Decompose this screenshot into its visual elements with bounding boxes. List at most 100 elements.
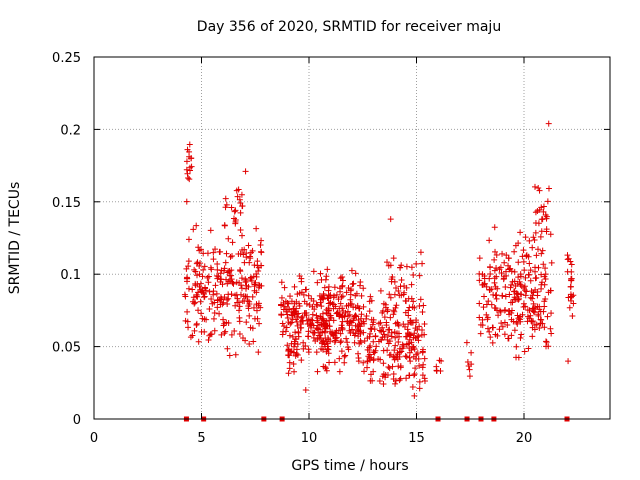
data-point	[284, 342, 291, 349]
data-point	[567, 291, 574, 298]
data-point	[228, 272, 235, 279]
data-point	[300, 339, 307, 346]
data-point	[198, 310, 205, 317]
data-point	[304, 317, 311, 324]
data-point	[355, 358, 362, 365]
data-point	[218, 267, 225, 274]
data-point	[360, 329, 367, 336]
data-point	[476, 277, 483, 284]
data-point	[313, 349, 320, 356]
data-point	[257, 242, 264, 249]
data-point	[408, 281, 415, 288]
data-point	[344, 339, 351, 346]
data-point	[371, 326, 378, 333]
data-point	[395, 363, 402, 370]
data-point	[338, 294, 345, 301]
data-point	[530, 289, 537, 296]
data-point	[206, 305, 213, 312]
data-point	[210, 315, 217, 322]
data-point	[403, 298, 410, 305]
data-point	[295, 329, 302, 336]
data-point	[223, 276, 230, 283]
data-point	[393, 302, 400, 309]
data-point	[547, 325, 554, 332]
data-point	[294, 322, 301, 329]
data-point	[296, 273, 303, 280]
data-point	[321, 323, 328, 330]
x-tick-label: 0	[90, 431, 98, 446]
data-point	[332, 337, 339, 344]
data-point	[291, 368, 298, 375]
data-point	[339, 282, 346, 289]
data-point	[245, 305, 252, 312]
data-point	[394, 319, 401, 326]
data-point	[326, 323, 333, 330]
data-point	[538, 228, 545, 235]
data-point	[284, 311, 291, 318]
data-point	[216, 248, 223, 255]
data-point	[401, 289, 408, 296]
data-point	[392, 284, 399, 291]
data-point	[537, 233, 544, 240]
data-point	[234, 193, 241, 200]
data-point	[384, 336, 391, 343]
data-point	[280, 323, 287, 330]
data-point	[417, 249, 424, 256]
data-point	[364, 346, 371, 353]
data-point	[407, 358, 414, 365]
data-point	[386, 352, 393, 359]
data-point	[302, 387, 309, 394]
data-point	[419, 364, 426, 371]
data-point	[397, 264, 404, 271]
data-point	[481, 293, 488, 300]
data-point	[372, 333, 379, 340]
data-point	[337, 288, 344, 295]
data-point	[404, 326, 411, 333]
data-point	[360, 303, 367, 310]
data-point	[198, 328, 205, 335]
data-point	[228, 204, 235, 211]
data-point	[408, 264, 415, 271]
data-point	[502, 268, 509, 275]
data-point	[406, 372, 413, 379]
data-point	[325, 307, 332, 314]
data-point	[331, 359, 338, 366]
data-point	[463, 339, 470, 346]
data-point	[239, 203, 246, 210]
data-point	[503, 252, 510, 259]
data-point	[376, 378, 383, 385]
data-point	[493, 252, 500, 259]
data-point	[517, 229, 524, 236]
data-point	[385, 326, 392, 333]
data-point	[515, 274, 522, 281]
data-point	[540, 203, 547, 210]
data-point	[402, 309, 409, 316]
data-point	[239, 247, 246, 254]
data-point	[367, 325, 374, 332]
data-point	[383, 319, 390, 326]
data-point	[341, 353, 348, 360]
data-point	[204, 250, 211, 257]
data-point	[389, 273, 396, 280]
data-point	[538, 279, 545, 286]
data-point	[420, 302, 427, 309]
data-point	[364, 364, 371, 371]
data-point	[496, 266, 503, 273]
y-tick-label: 0.1	[60, 268, 81, 283]
data-point	[238, 275, 245, 282]
data-point	[285, 370, 292, 377]
data-point	[239, 232, 246, 239]
data-point	[350, 280, 357, 287]
data-point	[367, 293, 374, 300]
data-point	[492, 331, 499, 338]
data-point	[498, 320, 505, 327]
data-point	[237, 209, 244, 216]
data-point	[184, 170, 191, 177]
data-point	[278, 294, 285, 301]
data-point	[246, 253, 253, 260]
data-point	[352, 322, 359, 329]
data-point	[370, 368, 377, 375]
data-point	[245, 242, 252, 249]
data-point	[419, 349, 426, 356]
data-point	[522, 292, 529, 299]
